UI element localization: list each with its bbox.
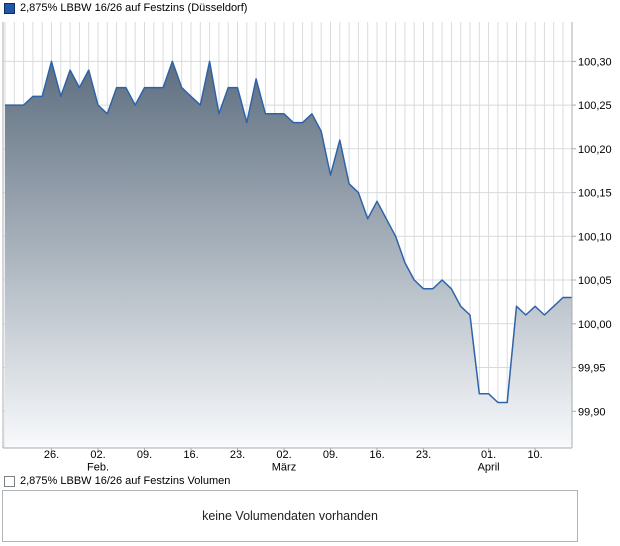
svg-text:99,90: 99,90 xyxy=(578,406,606,418)
svg-text:100,30: 100,30 xyxy=(578,56,612,68)
y-axis-labels: 100,30 100,25 100,20 100,15 100,10 100,05 100,… xyxy=(578,56,612,418)
svg-text:26.: 26. xyxy=(44,449,59,461)
volume-series-swatch-icon xyxy=(4,475,15,487)
svg-text:10.: 10. xyxy=(527,449,542,461)
svg-text:99,95: 99,95 xyxy=(578,363,606,375)
svg-text:16.: 16. xyxy=(183,449,198,461)
svg-text:01.: 01. xyxy=(481,449,496,461)
svg-text:02.: 02. xyxy=(276,449,291,461)
svg-text:März: März xyxy=(272,462,296,474)
svg-text:16.: 16. xyxy=(369,449,384,461)
svg-text:100,25: 100,25 xyxy=(578,100,612,112)
svg-text:100,10: 100,10 xyxy=(578,231,612,243)
price-area xyxy=(5,61,573,449)
price-series-swatch-icon xyxy=(4,2,15,14)
svg-text:100,00: 100,00 xyxy=(578,319,612,331)
no-volume-message: keine Volumendaten vorhanden xyxy=(202,509,378,523)
svg-text:02.: 02. xyxy=(90,449,105,461)
volume-legend-label: 2,875% LBBW 16/26 auf Festzins Volumen xyxy=(20,475,231,487)
svg-text:09.: 09. xyxy=(137,449,152,461)
svg-text:23.: 23. xyxy=(230,449,245,461)
svg-text:100,20: 100,20 xyxy=(578,144,612,156)
axis-ticks xyxy=(51,60,576,452)
svg-text:100,15: 100,15 xyxy=(578,188,612,200)
svg-text:23.: 23. xyxy=(416,449,431,461)
svg-text:Feb.: Feb. xyxy=(87,462,109,474)
svg-text:100,05: 100,05 xyxy=(578,275,612,287)
price-line xyxy=(5,60,573,404)
svg-text:09.: 09. xyxy=(323,449,338,461)
price-legend: 2,875% LBBW 16/26 auf Festzins (Düsseldo… xyxy=(4,2,247,14)
volume-legend: 2,875% LBBW 16/26 auf Festzins Volumen xyxy=(4,475,230,487)
svg-text:April: April xyxy=(478,462,500,474)
price-legend-label: 2,875% LBBW 16/26 auf Festzins (Düsseldo… xyxy=(20,2,248,14)
volume-panel: keine Volumendaten vorhanden xyxy=(2,490,578,542)
